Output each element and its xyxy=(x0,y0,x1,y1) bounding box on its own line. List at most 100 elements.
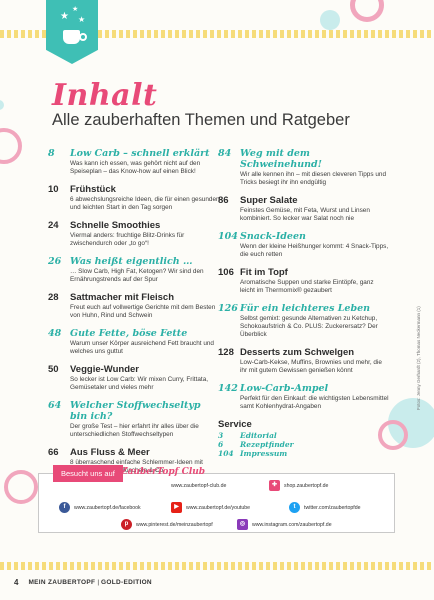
toc-page-number: 8 xyxy=(48,148,55,159)
shop-link[interactable]: ✚ shop.zaubertopf.de xyxy=(269,480,328,491)
top-stripe xyxy=(0,30,434,38)
instagram-icon: ◎ xyxy=(237,519,248,530)
toc-entry-description: 6 abwechslungsreiche Ideen, die für eine… xyxy=(70,196,220,211)
toc-entry-description: Feinstes Gemüse, mit Feta, Wurst und Lin… xyxy=(240,207,370,222)
toc-entry-description: … Slow Carb, High Fat, Ketogen? Wir sind… xyxy=(70,268,204,283)
service-page-number: 6 xyxy=(218,440,224,449)
toc-entry-text: Frühstück 6 abwechslungsreiche Ideen, die… xyxy=(70,184,220,212)
toc-page-number: 126 xyxy=(218,303,238,314)
toc-entry-heading: Welcher Stoffwechseltyp bin ich? xyxy=(70,400,201,422)
social-box: Besucht uns auf ZauberTopf Club www.zaub… xyxy=(38,465,395,533)
toc-entry-description: Wenn der kleine Heißhunger kommt: 4 Snac… xyxy=(240,243,389,258)
toc-entry-heading: Low-Carb-Ampel xyxy=(240,383,329,394)
service-section: Service 3 Editorial 6 Rezeptfinder 104 Impres… xyxy=(218,419,390,458)
toc-entry[interactable]: 26 Was heißt eigentlich …… Slow Carb, Hig… xyxy=(48,256,220,284)
deco-ring-right xyxy=(378,420,408,450)
toc-page-number: 10 xyxy=(48,184,59,195)
toc-entry-heading: Sattmacher mit Fleisch xyxy=(70,292,175,303)
toc-entry[interactable]: 64 Welcher Stoffwechseltyp bin ich? Der gr… xyxy=(48,400,220,439)
page-footer: 4 MEIN ZAUBERTOPF | GOLD-EDITION xyxy=(14,578,152,587)
toc-entry-description: Viermal anders: fruchtige Blitz-Drinks f… xyxy=(70,232,185,247)
toc-entry-heading: Desserts zum Schwelgen xyxy=(240,347,355,358)
youtube-icon: ▶ xyxy=(171,502,182,513)
toc-entry[interactable]: 142 Low-Carb-Ampel Perfekt für den Einkauf… xyxy=(218,383,390,411)
page-title: Inhalt xyxy=(52,78,158,113)
deco-ring-left xyxy=(0,128,22,164)
toc-entry-heading: Fit im Topf xyxy=(240,267,288,278)
deco-ring-top-right xyxy=(350,0,384,22)
cup-handle-icon xyxy=(79,33,87,41)
service-item[interactable]: 104 Impressum xyxy=(218,449,390,458)
toc-entry-description: Wir alle kennen ihn – mit diesen clevere… xyxy=(240,171,386,186)
toc-entry-text: Welcher Stoffwechseltyp bin ich? Der groß… xyxy=(70,400,220,439)
toc-entry-heading: Frühstück xyxy=(70,184,116,195)
club-url: www.zaubertopf-club.de xyxy=(171,483,227,489)
toc-page-number: 104 xyxy=(218,231,238,242)
toc-page-number: 50 xyxy=(48,364,59,375)
service-heading: Service xyxy=(218,419,252,430)
toc-entry-description: Freut euch auf vollwertige Gerichte mit … xyxy=(70,304,216,319)
facebook-icon: f xyxy=(59,502,70,513)
photo-credit: Fotos: Jenny Gerhardt (2), Thomas Necker… xyxy=(416,306,421,410)
service-item[interactable]: 3 Editorial xyxy=(218,431,390,440)
toc-entry-text: Super Salate Feinstes Gemüse, mit Feta, W… xyxy=(240,195,390,223)
toc-entry-text: Sattmacher mit Fleisch Freut euch auf vol… xyxy=(70,292,220,320)
toc-entry[interactable]: 10 Frühstück 6 abwechslungsreiche Ideen, d… xyxy=(48,184,220,212)
twitter-url: twitter.com/zaubertopfde xyxy=(304,504,361,511)
toc-entry-description: Perfekt für den Einkauf: die wichtigsten… xyxy=(240,395,389,410)
footer-separator: | xyxy=(97,579,100,586)
youtube-link[interactable]: ▶ www.zaubertopf.de/youtube xyxy=(171,502,250,513)
toc-page-number: 24 xyxy=(48,220,59,231)
pinterest-link[interactable]: p www.pinterest.de/meinzaubertopf xyxy=(121,519,213,530)
deco-dot-left xyxy=(0,100,4,110)
toc-entry[interactable]: 104 Snack-Ideen Wenn der kleine Heißhunger… xyxy=(218,231,390,259)
toc-entry[interactable]: 48 Gute Fette, böse Fette Warum unser Körp… xyxy=(48,328,220,356)
social-tag: Besucht uns auf xyxy=(53,465,123,482)
toc-entry-text: Schnelle Smoothies Viermal anders: frucht… xyxy=(70,220,220,248)
toc-entry[interactable]: 106 Fit im Topf Aromatische Suppen und sta… xyxy=(218,267,390,295)
toc-entry-text: Weg mit dem Schweinehund! Wir alle kennen… xyxy=(240,148,390,187)
toc-page-number: 128 xyxy=(218,347,234,358)
cup-badge: ★ ★ ★ xyxy=(46,0,98,64)
service-label: Impressum xyxy=(240,449,288,458)
toc-entry-description: Was kann ich essen, was gehört nicht auf… xyxy=(70,160,201,175)
toc-entry[interactable]: 86 Super Salate Feinstes Gemüse, mit Feta,… xyxy=(218,195,390,223)
pinterest-url: www.pinterest.de/meinzaubertopf xyxy=(136,521,213,528)
youtube-url: www.zaubertopf.de/youtube xyxy=(186,504,251,511)
toc-entry-heading: Für ein leichteres Leben xyxy=(240,303,371,314)
toc-entry[interactable]: 128 Desserts zum Schwelgen Low-Carb-Kekse,… xyxy=(218,347,390,375)
toc-right-column: 84 Weg mit dem Schweinehund! Wir alle kenn… xyxy=(218,148,390,458)
toc-entry-text: Gute Fette, böse Fette Warum unser Körper… xyxy=(70,328,220,356)
toc-entry[interactable]: 28 Sattmacher mit Fleisch Freut euch auf v… xyxy=(48,292,220,320)
deco-ring-bottom-left xyxy=(4,470,38,504)
toc-entry[interactable]: 24 Schnelle Smoothies Viermal anders: fruc… xyxy=(48,220,220,248)
toc-page-number: 64 xyxy=(48,400,62,411)
twitter-link[interactable]: t twitter.com/zaubertopfde xyxy=(289,502,361,513)
service-item[interactable]: 6 Rezeptfinder xyxy=(218,440,390,449)
magazine-name: MEIN ZAUBERTOPF xyxy=(28,579,96,586)
instagram-link[interactable]: ◎ www.instagram.com/zaubertopf.de xyxy=(237,519,332,530)
toc-entry[interactable]: 8 Low Carb – schnell erklärt Was kann ich … xyxy=(48,148,220,176)
facebook-link[interactable]: f www.zaubertopf.de/facebook xyxy=(59,502,141,513)
toc-entry-text: Fit im Topf Aromatische Suppen und starke… xyxy=(240,267,390,295)
instagram-url: www.instagram.com/zaubertopf.de xyxy=(252,521,332,528)
toc-entry-description: Der große Test – hier erfahrt ihr alles … xyxy=(70,423,199,438)
star-icon: ★ xyxy=(72,6,79,13)
service-label: Rezeptfinder xyxy=(240,440,294,449)
facebook-url: www.zaubertopf.de/facebook xyxy=(74,504,141,511)
edition-name: GOLD-EDITION xyxy=(101,579,152,586)
toc-entry-text: Veggie-Wunder So lecker ist Low Carb: Wir… xyxy=(70,364,220,392)
toc-page-number: 84 xyxy=(218,148,232,159)
toc-entry[interactable]: 50 Veggie-Wunder So lecker ist Low Carb: W… xyxy=(48,364,220,392)
toc-entry[interactable]: 126 Für ein leichteres Leben Selbst gemixt… xyxy=(218,303,390,339)
toc-page-number: 86 xyxy=(218,195,229,206)
star-icon: ★ xyxy=(60,11,69,22)
shop-url: shop.zaubertopf.de xyxy=(284,482,329,489)
toc-entry-text: Für ein leichteres Leben Selbst gemixt: g… xyxy=(240,303,390,339)
toc-entry[interactable]: 84 Weg mit dem Schweinehund! Wir alle kenn… xyxy=(218,148,390,187)
toc-entry-heading: Aus Fluss & Meer xyxy=(70,447,150,458)
toc-entry-text: Low Carb – schnell erklärt Was kann ich e… xyxy=(70,148,220,176)
toc-entry-text: Desserts zum Schwelgen Low-Carb-Kekse, Mu… xyxy=(240,347,390,375)
club-link[interactable]: www.zaubertopf-club.de xyxy=(171,483,226,489)
